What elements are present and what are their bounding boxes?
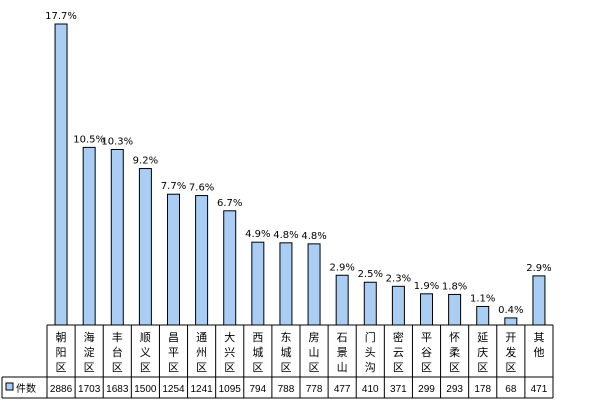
bar	[420, 293, 433, 326]
data-label: 1.9%	[414, 281, 439, 292]
bar	[251, 241, 265, 326]
bar	[279, 242, 293, 326]
data-label: 2.9%	[526, 263, 551, 274]
category-label: 西城区	[252, 331, 263, 374]
count-cell: 1500	[134, 384, 157, 395]
data-label: 7.6%	[189, 183, 214, 194]
category-label: 门头沟	[365, 330, 376, 374]
data-label: 1.1%	[470, 293, 495, 304]
count-cell: 178	[474, 384, 491, 395]
category-label: 平谷区	[421, 331, 432, 374]
bar	[448, 293, 462, 326]
category-label: 大兴区	[224, 330, 235, 374]
category-label: 怀柔区	[449, 331, 460, 374]
data-label: 4.9%	[245, 229, 270, 240]
count-cell: 293	[446, 384, 463, 395]
data-label: 6.7%	[217, 198, 242, 209]
bar	[476, 305, 490, 326]
data-label: 0.4%	[498, 305, 523, 316]
bar	[391, 285, 405, 326]
bar	[82, 146, 96, 326]
bar	[335, 274, 349, 326]
data-label: 17.7%	[45, 11, 77, 22]
category-label: 延庆区	[477, 331, 488, 374]
legend-label: 件数	[16, 382, 36, 395]
category-label: 通州区	[196, 331, 207, 374]
bar	[167, 193, 180, 326]
bar	[363, 281, 377, 326]
category-label: 石景山	[337, 331, 348, 374]
category-label: 朝阳区	[56, 331, 67, 374]
category-label: 房山区	[309, 331, 320, 374]
data-label: 4.8%	[273, 230, 298, 241]
bar	[504, 317, 518, 326]
data-label: 10.5%	[73, 134, 105, 145]
category-label: 其他	[533, 331, 544, 359]
count-cell: 794	[249, 384, 266, 395]
count-cell: 778	[306, 384, 323, 395]
bar	[532, 275, 546, 326]
bar	[195, 195, 209, 326]
category-label: 海淀区	[84, 330, 95, 374]
data-label: 2.5%	[358, 269, 383, 280]
data-label: 1.8%	[442, 281, 467, 292]
bar	[110, 148, 124, 326]
count-cell: 1241	[190, 384, 213, 395]
data-label: 9.2%	[133, 156, 158, 167]
count-cell: 477	[334, 384, 351, 395]
data-label: 2.9%	[329, 262, 354, 273]
count-cell: 1703	[78, 384, 101, 395]
count-cell: 68	[505, 384, 517, 395]
category-label: 密云区	[393, 330, 404, 374]
count-cell: 1683	[106, 384, 129, 395]
count-cell: 371	[390, 384, 407, 395]
category-label: 开发区	[505, 331, 516, 374]
count-cell: 1095	[219, 384, 242, 395]
bar	[223, 210, 237, 326]
category-label: 顺义区	[140, 331, 151, 374]
data-label: 10.3%	[101, 136, 133, 147]
count-cell: 2886	[50, 384, 73, 395]
bar	[307, 243, 321, 326]
data-label: 7.7%	[161, 181, 186, 192]
bar	[54, 23, 68, 326]
count-cell: 410	[362, 384, 379, 395]
count-cell: 1254	[162, 384, 185, 395]
category-label: 昌平区	[168, 331, 179, 374]
data-label: 4.8%	[301, 231, 326, 242]
count-cell: 471	[531, 384, 548, 395]
count-cell: 788	[278, 384, 295, 395]
data-label: 2.3%	[386, 273, 411, 284]
bar	[138, 168, 152, 326]
category-label: 东城区	[280, 331, 291, 374]
legend-swatch	[5, 382, 14, 391]
count-cell: 299	[418, 384, 435, 395]
category-label: 丰台区	[112, 331, 123, 374]
